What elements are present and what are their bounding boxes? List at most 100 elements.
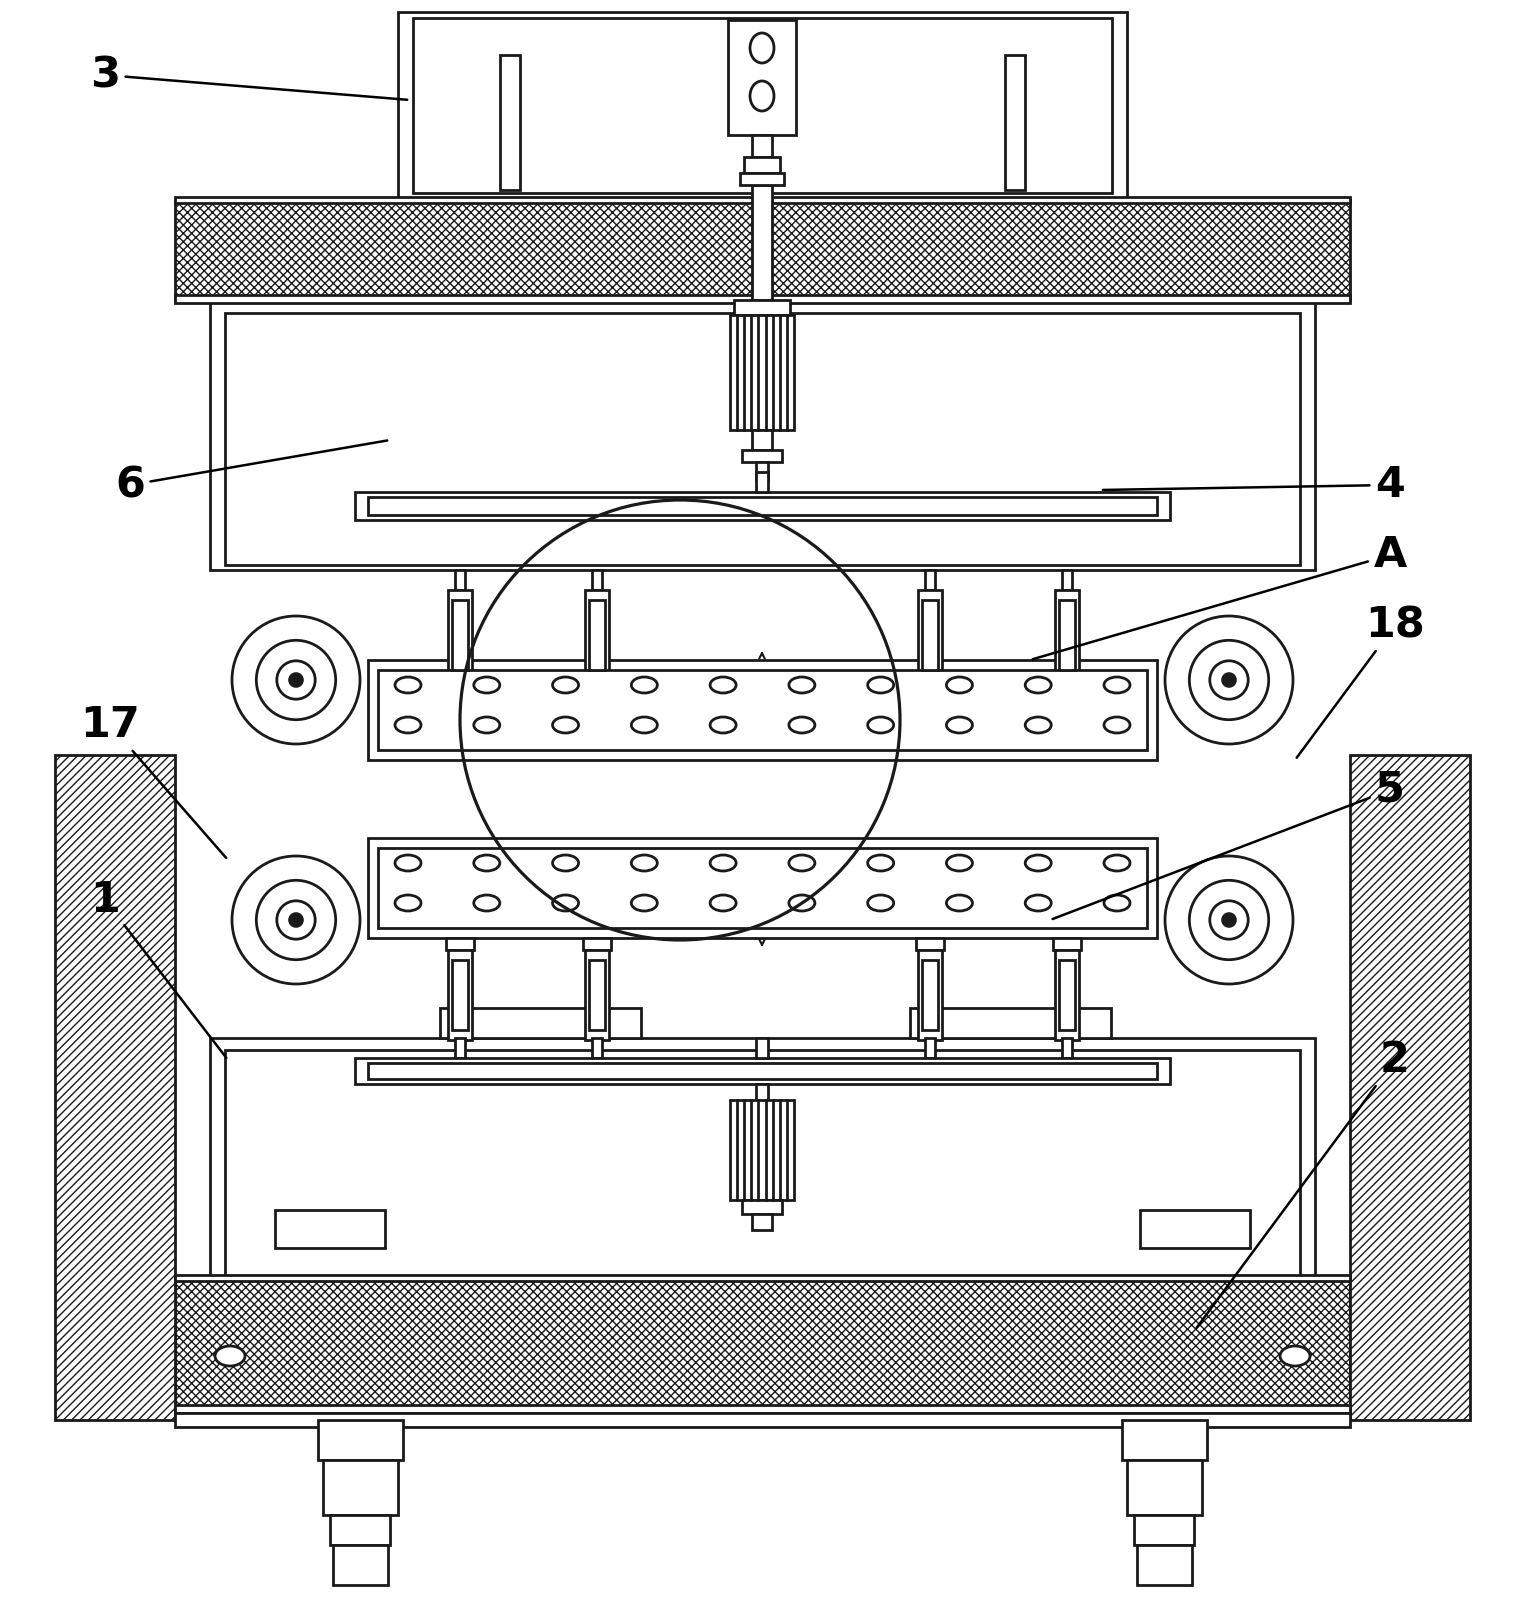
Ellipse shape bbox=[1104, 895, 1130, 911]
Bar bbox=[368, 1062, 1157, 1078]
Bar bbox=[1055, 590, 1080, 680]
Circle shape bbox=[1209, 902, 1247, 938]
Ellipse shape bbox=[788, 855, 814, 871]
Ellipse shape bbox=[1025, 895, 1051, 911]
Bar bbox=[368, 660, 1157, 760]
Circle shape bbox=[256, 881, 336, 959]
Ellipse shape bbox=[750, 34, 775, 63]
Bar bbox=[274, 1210, 384, 1249]
Ellipse shape bbox=[868, 855, 894, 871]
Bar bbox=[500, 55, 520, 190]
Bar bbox=[918, 950, 942, 1040]
Ellipse shape bbox=[631, 677, 657, 693]
Ellipse shape bbox=[552, 895, 578, 911]
Bar bbox=[355, 1057, 1170, 1085]
Bar bbox=[756, 472, 769, 492]
Text: 1: 1 bbox=[90, 879, 226, 1057]
Circle shape bbox=[290, 673, 302, 686]
Bar bbox=[1138, 1544, 1193, 1585]
Ellipse shape bbox=[395, 895, 421, 911]
Bar bbox=[329, 1515, 390, 1544]
Ellipse shape bbox=[1025, 677, 1051, 693]
Text: 17: 17 bbox=[81, 704, 226, 858]
Bar bbox=[441, 1008, 640, 1038]
Bar bbox=[752, 1213, 772, 1229]
Circle shape bbox=[290, 914, 302, 926]
Ellipse shape bbox=[474, 677, 500, 693]
Circle shape bbox=[1190, 881, 1269, 959]
Bar bbox=[756, 1085, 769, 1104]
Bar bbox=[583, 938, 612, 950]
Bar bbox=[734, 301, 790, 315]
Ellipse shape bbox=[215, 1347, 246, 1366]
Text: 4: 4 bbox=[1103, 464, 1405, 506]
Bar bbox=[445, 678, 474, 689]
Bar bbox=[1052, 938, 1081, 950]
Ellipse shape bbox=[1104, 677, 1130, 693]
Ellipse shape bbox=[631, 895, 657, 911]
Bar bbox=[1141, 1210, 1250, 1249]
Ellipse shape bbox=[1104, 855, 1130, 871]
Bar bbox=[730, 1101, 795, 1200]
Bar bbox=[1055, 950, 1080, 1040]
Bar bbox=[175, 199, 1350, 301]
Ellipse shape bbox=[474, 855, 500, 871]
Text: 2: 2 bbox=[1197, 1040, 1411, 1327]
Ellipse shape bbox=[552, 855, 578, 871]
Ellipse shape bbox=[395, 677, 421, 693]
Bar bbox=[413, 18, 1112, 193]
Circle shape bbox=[1209, 660, 1247, 699]
Circle shape bbox=[278, 902, 316, 938]
Ellipse shape bbox=[395, 717, 421, 733]
Bar bbox=[1052, 678, 1081, 689]
Bar bbox=[592, 1038, 602, 1057]
Bar bbox=[175, 1405, 1350, 1413]
Ellipse shape bbox=[1025, 855, 1051, 871]
Circle shape bbox=[256, 640, 336, 720]
Bar bbox=[451, 599, 468, 670]
Ellipse shape bbox=[631, 855, 657, 871]
Bar bbox=[730, 315, 795, 431]
Ellipse shape bbox=[1025, 717, 1051, 733]
Bar bbox=[332, 1544, 387, 1585]
Bar bbox=[226, 1049, 1299, 1278]
Circle shape bbox=[1223, 914, 1235, 926]
Text: 6: 6 bbox=[114, 440, 387, 506]
Text: 18: 18 bbox=[1296, 604, 1424, 759]
Bar bbox=[454, 1038, 465, 1057]
Bar bbox=[917, 678, 944, 689]
Bar bbox=[448, 950, 473, 1040]
Bar bbox=[926, 570, 935, 590]
Ellipse shape bbox=[1104, 717, 1130, 733]
Ellipse shape bbox=[1279, 1347, 1310, 1366]
Bar bbox=[210, 301, 1315, 570]
Ellipse shape bbox=[711, 895, 737, 911]
Ellipse shape bbox=[750, 80, 775, 111]
Ellipse shape bbox=[788, 717, 814, 733]
Ellipse shape bbox=[395, 855, 421, 871]
Bar bbox=[1058, 599, 1075, 670]
Ellipse shape bbox=[947, 855, 973, 871]
Ellipse shape bbox=[788, 895, 814, 911]
Bar bbox=[175, 1278, 1350, 1408]
Ellipse shape bbox=[711, 855, 737, 871]
Bar bbox=[378, 848, 1147, 927]
Ellipse shape bbox=[947, 677, 973, 693]
Circle shape bbox=[1190, 640, 1269, 720]
Bar bbox=[210, 1038, 1315, 1281]
Bar bbox=[923, 599, 938, 670]
Bar bbox=[926, 1038, 935, 1057]
Bar bbox=[586, 950, 608, 1040]
Bar bbox=[175, 198, 1350, 202]
Bar bbox=[918, 590, 942, 680]
Ellipse shape bbox=[631, 717, 657, 733]
Text: 3: 3 bbox=[90, 55, 407, 100]
Bar bbox=[1127, 1461, 1202, 1515]
Bar bbox=[1061, 1038, 1072, 1057]
Bar bbox=[752, 135, 772, 157]
Ellipse shape bbox=[552, 677, 578, 693]
Ellipse shape bbox=[947, 717, 973, 733]
Bar bbox=[175, 1274, 1350, 1281]
Ellipse shape bbox=[788, 677, 814, 693]
Bar bbox=[1058, 959, 1075, 1030]
